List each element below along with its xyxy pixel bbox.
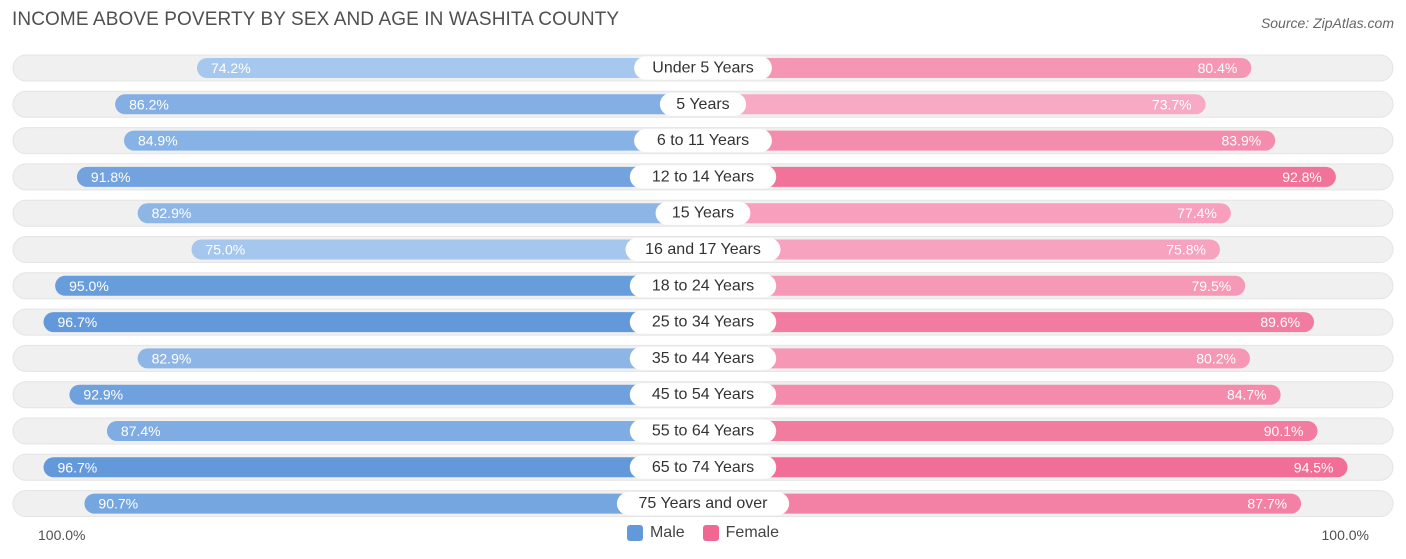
male-bar (115, 94, 704, 115)
male-bar (69, 384, 703, 405)
female-value-label: 94.5% (1294, 459, 1334, 475)
category-pill (655, 201, 751, 225)
male-bar (43, 457, 704, 478)
legend-male-label: Male (649, 524, 685, 541)
category-label: 25 to 34 Years (652, 314, 754, 331)
male-value-label: 90.7% (98, 496, 138, 512)
male-value-label: 95.0% (69, 278, 109, 294)
male-value-label: 96.7% (58, 459, 98, 475)
category-label: 55 to 64 Years (652, 423, 754, 440)
male-value-label: 75.0% (206, 242, 246, 258)
female-value-label: 92.8% (1282, 169, 1322, 185)
female-value-label: 84.7% (1227, 387, 1267, 403)
male-value-label: 82.9% (152, 350, 192, 366)
female-value-label: 75.8% (1166, 242, 1206, 258)
male-bar (137, 203, 703, 224)
axis-right-label: 100.0% (1321, 527, 1369, 543)
male-bar (123, 130, 704, 151)
male-value-label: 87.4% (121, 423, 161, 439)
male-value-label: 86.2% (129, 96, 169, 112)
legend-female-label: Female (725, 524, 780, 541)
male-value-label: 82.9% (152, 205, 192, 221)
female-bar (703, 493, 1302, 514)
legend-item-male: Male (626, 524, 685, 542)
male-value-label: 84.9% (138, 133, 178, 149)
category-label: 65 to 74 Years (652, 459, 754, 476)
male-value-label: 91.8% (91, 169, 131, 185)
female-bar (703, 130, 1276, 151)
male-bar (137, 348, 703, 369)
category-label: 6 to 11 Years (657, 132, 749, 149)
category-label: 35 to 44 Years (652, 350, 754, 367)
legend-item-female: Female (702, 524, 780, 542)
female-bar (703, 421, 1318, 441)
female-bar (703, 203, 1231, 224)
male-value-label: 92.9% (83, 387, 123, 403)
female-bar (703, 58, 1252, 78)
category-pill (629, 165, 777, 189)
category-pill (629, 274, 777, 298)
female-swatch (702, 525, 719, 541)
legend: Male Female (0, 524, 1406, 542)
category-pill (629, 419, 777, 443)
male-bar (106, 421, 703, 441)
chart-title: INCOME ABOVE POVERTY BY SEX AND AGE IN W… (12, 9, 620, 30)
male-bar (196, 58, 703, 78)
category-label: 12 to 14 Years (652, 168, 754, 185)
male-bar (84, 493, 703, 514)
category-label: 5 Years (676, 96, 729, 113)
female-value-label: 80.2% (1196, 350, 1236, 366)
female-bar (703, 166, 1336, 187)
female-value-label: 79.5% (1191, 278, 1231, 294)
female-bar (703, 275, 1246, 296)
source-label: Source: ZipAtlas.com (1260, 15, 1394, 31)
axis-left-label: 100.0% (38, 527, 86, 543)
male-bar (55, 275, 704, 296)
female-bar (703, 457, 1348, 478)
category-label: 18 to 24 Years (652, 277, 754, 294)
male-bar (43, 312, 704, 333)
female-value-label: 73.7% (1152, 96, 1192, 112)
category-pill (629, 455, 777, 479)
female-bar (703, 384, 1281, 405)
female-bar (703, 239, 1220, 260)
female-value-label: 90.1% (1264, 423, 1304, 439)
category-pill (629, 310, 777, 334)
female-bar (703, 94, 1206, 115)
female-bar (703, 312, 1315, 333)
category-pill (616, 492, 790, 516)
category-pill (629, 383, 777, 407)
female-value-label: 83.9% (1221, 133, 1261, 149)
male-bar (191, 239, 703, 260)
category-label: Under 5 Years (652, 60, 753, 77)
category-pill (629, 346, 777, 370)
female-bar (703, 348, 1250, 369)
female-value-label: 87.7% (1247, 496, 1287, 512)
category-label: 15 Years (672, 205, 734, 222)
category-label: 16 and 17 Years (645, 241, 761, 258)
category-pill (634, 56, 772, 80)
male-bar (76, 166, 703, 187)
male-value-label: 74.2% (211, 60, 251, 76)
category-pill (625, 238, 781, 261)
male-swatch (626, 525, 643, 541)
category-label: 75 Years and over (639, 495, 769, 512)
category-label: 45 to 54 Years (652, 386, 754, 403)
category-pill (634, 129, 772, 153)
female-value-label: 77.4% (1177, 205, 1217, 221)
category-pill (659, 92, 747, 116)
female-value-label: 89.6% (1260, 314, 1300, 330)
female-value-label: 80.4% (1198, 60, 1238, 76)
male-value-label: 96.7% (58, 314, 98, 330)
